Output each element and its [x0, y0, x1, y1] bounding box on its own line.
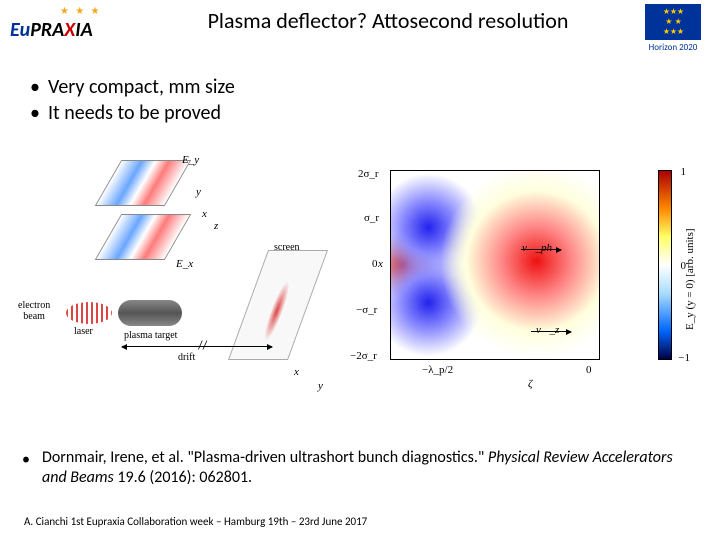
logo-text: EuPRAXIA — [10, 18, 93, 42]
ytick: 0 — [372, 258, 378, 270]
ytick: −2σ_r — [350, 350, 377, 362]
slide-header: ★ ★ ★ EuPRAXIA Plasma deflector? Attosec… — [0, 0, 720, 58]
xlabel: ζ — [528, 378, 532, 390]
ex-label: E_x — [176, 258, 193, 270]
citation-post: 19.6 (2016): 062801. — [114, 468, 252, 487]
figure-row: E_y E_x y x z electron beam laser plasma… — [0, 126, 720, 406]
drift-label: drift — [178, 352, 195, 363]
screen-y: y — [318, 380, 323, 392]
schematic-figure: E_y E_x y x z electron beam laser plasma… — [18, 150, 338, 400]
cbar-label: E_y (y = 0) [arb. units] — [684, 210, 696, 330]
screen-x: x — [294, 366, 299, 378]
citation-pre: Dornmair, Irene, et al. "Plasma-driven u… — [42, 448, 488, 467]
plasma-target-label: plasma target — [124, 330, 177, 341]
drift-break-icon: // — [198, 339, 207, 353]
electron-beam-label: electron beam — [18, 300, 50, 322]
citation: • Dornmair, Irene, et al. "Plasma-driven… — [42, 448, 700, 488]
slide-footer: A. Cianchi 1st Eupraxia Collaboration we… — [24, 515, 367, 528]
z-axis: z — [214, 220, 218, 232]
field-heatmap — [390, 170, 600, 360]
y-axis: y — [196, 186, 201, 198]
ylabel-x: x — [378, 258, 383, 270]
plasma-target-icon — [118, 300, 182, 326]
laser-label: laser — [74, 326, 93, 337]
x-axis: x — [202, 208, 207, 220]
bullet-item: Very compact, mm size — [30, 74, 720, 100]
eupraxia-logo: ★ ★ ★ EuPRAXIA — [10, 4, 140, 50]
eu-flag-icon: ★ ★ ★★ ★★ ★ ★ — [645, 4, 701, 40]
screen-pane — [228, 250, 328, 360]
ey-label: E_y — [182, 154, 199, 166]
xtick: −λ_p/2 — [422, 364, 453, 376]
ytick: −σ_r — [356, 304, 377, 316]
ex-plane — [95, 214, 192, 260]
streak-icon — [260, 281, 294, 341]
colorbar — [658, 170, 672, 360]
horizon-label: Horizon 2020 — [636, 42, 710, 53]
logo-pra: PRA — [30, 18, 64, 42]
logo-stars: ★ ★ ★ — [60, 4, 101, 17]
field-heatmap-figure: 2σ_r σ_r 0 −σ_r −2σ_r −λ_p/2 0 x ζ v⃗_ph… — [350, 150, 690, 400]
eu-stars-icon: ★ ★ ★★ ★★ ★ ★ — [663, 7, 683, 37]
ytick: σ_r — [364, 212, 379, 224]
xtick: 0 — [586, 364, 592, 376]
screen-label: screen — [274, 242, 300, 253]
slide-title: Plasma deflector? Attosecond resolution — [140, 4, 636, 34]
logo-ia: IA — [75, 18, 92, 42]
logo-eu: Eu — [10, 18, 30, 42]
drift-arrow — [122, 346, 272, 347]
cbar-tick: −1 — [678, 352, 690, 364]
citation-bullet-icon: • — [22, 450, 30, 470]
vph-label: v⃗_ph — [522, 242, 552, 254]
laser-pulse-icon — [66, 302, 112, 324]
cbar-tick: 1 — [681, 166, 687, 178]
bullet-item: It needs to be proved — [30, 100, 720, 126]
ey-plane — [95, 160, 192, 206]
eu-horizon-logo: ★ ★ ★★ ★★ ★ ★ Horizon 2020 — [636, 4, 710, 53]
logo-x: X — [64, 18, 75, 42]
vz-label: v⃗_z — [536, 324, 559, 336]
ytick: 2σ_r — [358, 168, 379, 180]
bullet-list: Very compact, mm size It needs to be pro… — [0, 58, 720, 126]
